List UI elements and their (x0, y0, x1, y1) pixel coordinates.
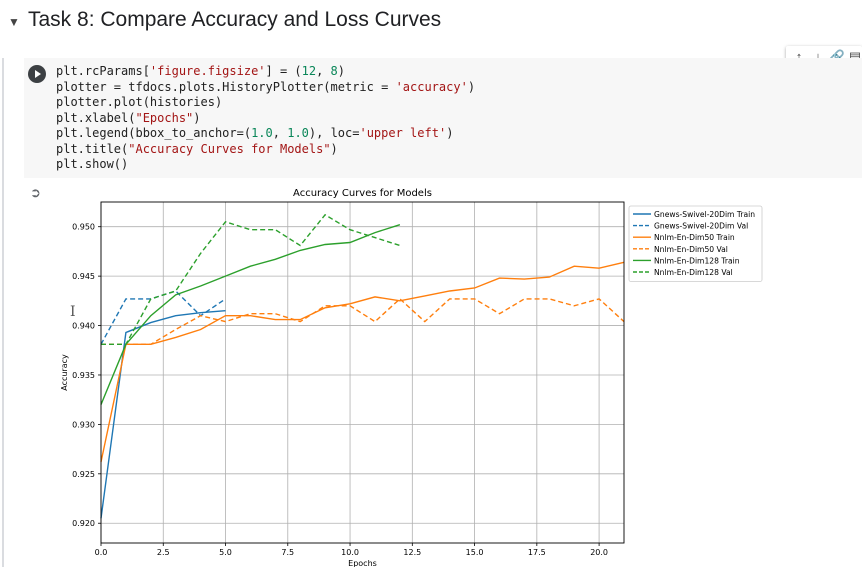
chart-title: Accuracy Curves for Models (293, 188, 432, 199)
code-token: plt.rcParams[ (56, 64, 150, 78)
code-line: plotter.plot(histories) (56, 95, 475, 111)
series-line-2 (100, 261, 625, 463)
code-token: ), loc= (308, 126, 360, 140)
run-cell-button[interactable] (28, 65, 46, 83)
x-tick-label: 17.5 (528, 548, 546, 557)
x-tick-label: 7.5 (281, 548, 294, 557)
code-token: 8 (330, 64, 338, 78)
code-token: 12 (301, 64, 317, 78)
code-line: plt.rcParams['figure.figsize'] = (12, 8) (56, 64, 475, 80)
code-token: ) (337, 64, 346, 78)
legend-label: Gnews-Swivel-20Dim Train (654, 210, 755, 219)
code-token: , (316, 64, 331, 78)
y-tick-label: 0.920 (72, 519, 95, 528)
play-icon (35, 70, 41, 78)
series-line-3 (101, 297, 625, 346)
legend-box (628, 205, 763, 282)
x-tick-label: 20.0 (590, 548, 608, 557)
y-tick-label: 0.930 (72, 420, 95, 429)
output-icon[interactable]: ➲ (30, 185, 41, 200)
legend-label: Nnlm-En-Dim50 Train (654, 233, 735, 242)
cell-focus-border (2, 58, 4, 567)
code-token: 'figure.figsize' (149, 64, 266, 78)
code-token: ) (193, 110, 201, 125)
x-tick-label: 15.0 (466, 548, 484, 557)
text-cursor-icon: I (70, 304, 76, 320)
code-token: ) (467, 79, 476, 94)
x-tick-label: 0.0 (95, 548, 108, 557)
code-line: plotter = tfdocs.plots.HistoryPlotter(me… (56, 80, 475, 96)
x-tick-label: 12.5 (403, 548, 421, 557)
accuracy-chart: 0.0 2.5 5.0 7.5 10.0 12.5 15.0 17.5 20.0 0.920 0.9… (60, 188, 763, 568)
code-cell[interactable] (24, 58, 862, 178)
code-line: plt.xlabel("Epochs") (56, 111, 475, 127)
x-tick-label: 5.0 (219, 548, 232, 557)
x-tick-label: 2.5 (157, 548, 170, 557)
legend-label: Nnlm-En-Dim128 Train (654, 256, 740, 265)
plot-frame (100, 201, 625, 544)
section-title: Task 8: Compare Accuracy and Loss Curves (28, 8, 442, 31)
move-up-icon[interactable]: ↑ (795, 49, 803, 64)
section-header: ▼ Task 8: Compare Accuracy and Loss Curv… (0, 0, 862, 44)
x-axis-label: Epochs (348, 559, 377, 567)
y-tick-label: 0.945 (72, 272, 95, 281)
code-token: plotter.plot(histories) (56, 95, 223, 109)
code-token: plt.title( (56, 141, 129, 156)
series-line-5 (101, 213, 401, 346)
code-token: "Accuracy Curves for Models" (128, 141, 331, 156)
y-tick-label: 0.935 (72, 371, 95, 380)
code-token: 'accuracy' (395, 79, 468, 94)
code-token: "Epochs" (135, 110, 194, 125)
code-token: 1.0 (287, 126, 309, 140)
code-token: ) (446, 126, 454, 140)
x-tick-label: 10.0 (341, 548, 359, 557)
code-token: plotter = tfdocs.plots.HistoryPlotter(me… (56, 79, 396, 94)
output-area: 0.0 2.5 5.0 7.5 10.0 12.5 15.0 17.5 20.0 0.920 0.9… (56, 182, 862, 568)
legend-label: Nnlm-En-Dim128 Val (654, 268, 733, 277)
series-line-4 (100, 224, 401, 405)
code-token: 1.0 (251, 126, 273, 140)
code-token: ) (330, 141, 338, 156)
code-token: plt.xlabel( (56, 110, 136, 125)
move-down-icon[interactable]: ↓ (814, 49, 822, 64)
plot-area (101, 202, 624, 543)
legend-label: Gnews-Swivel-20Dim Val (654, 222, 748, 231)
y-tick-label: 0.925 (72, 470, 95, 479)
collapse-triangle-icon[interactable]: ▼ (8, 15, 20, 29)
code-editor[interactable]: plt.rcParams['figure.figsize'] = (12, 8)… (56, 64, 475, 173)
code-line: plt.show() (56, 157, 475, 173)
code-line: plt.title("Accuracy Curves for Models") (56, 142, 475, 158)
code-token: plt.show() (56, 157, 129, 171)
y-tick-label: 0.950 (72, 223, 95, 232)
code-token: ] = ( (265, 64, 302, 78)
code-token: 'upper left' (359, 126, 447, 140)
legend-label: Nnlm-En-Dim50 Val (654, 245, 728, 254)
y-tick-label: 0.940 (72, 322, 95, 331)
y-axis-label: Accuracy (60, 354, 69, 391)
code-token: plt.legend(bbox_to_anchor=( (56, 126, 252, 140)
code-line: plt.legend(bbox_to_anchor=(1.0, 1.0), lo… (56, 126, 475, 142)
code-token: , (272, 126, 288, 140)
